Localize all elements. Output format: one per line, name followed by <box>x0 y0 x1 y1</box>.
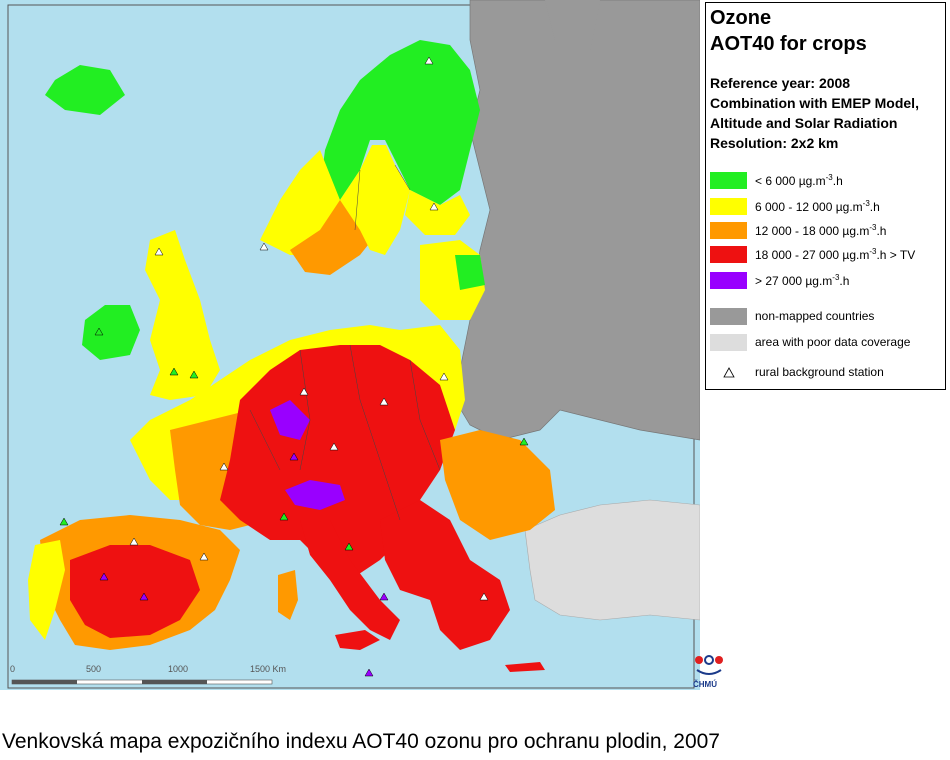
legend-info-1: Reference year: 2008 <box>710 75 851 91</box>
scale-bar: 0 500 1000 1500 Km <box>10 664 286 685</box>
station-marker <box>279 512 289 521</box>
region-yellow-scandinavia <box>260 150 340 255</box>
non-mapped-east <box>454 0 700 441</box>
region-green-scandinavia <box>320 40 480 205</box>
region-red-crete <box>505 662 545 672</box>
legend-class-label: > 27 000 µg.m-3.h <box>755 273 850 288</box>
legend-title-1: Ozone <box>710 7 772 29</box>
poor-coverage-turkey <box>524 499 700 621</box>
legend-class-label: 18 000 - 27 000 µg.m-3.h > TV <box>755 247 916 262</box>
legend-swatch <box>710 172 747 189</box>
station-marker <box>519 437 529 446</box>
station-marker <box>299 387 309 396</box>
scale-tick-1500: 1500 Km <box>250 664 286 674</box>
station-icon <box>723 367 735 378</box>
stations-purple <box>99 452 389 677</box>
logo-text: ČHMÚ <box>693 680 717 689</box>
station-marker <box>289 452 299 461</box>
caption: Venkovská mapa expozičního indexu AOT40 … <box>2 730 720 753</box>
station-marker <box>59 517 69 526</box>
stations-open <box>129 56 489 601</box>
legend-swatch <box>710 222 747 239</box>
legend-other-label: area with poor data coverage <box>755 335 911 349</box>
station-marker <box>329 442 339 451</box>
non-mapped-north <box>545 0 600 60</box>
legend-info-3: Altitude and Solar Radiation <box>710 115 898 131</box>
station-marker <box>259 242 269 251</box>
region-red-sicily <box>335 630 380 650</box>
legend-other-label: non-mapped countries <box>755 309 875 323</box>
ozone-map: 0 500 1000 1500 Km <box>0 0 700 690</box>
legend-swatch <box>710 334 747 351</box>
station-marker <box>169 367 179 376</box>
legend-station: rural background station <box>710 364 884 382</box>
station-marker <box>379 397 389 406</box>
legend-class-label: 12 000 - 18 000 µg.m-3.h <box>755 223 887 238</box>
scale-tick-1000: 1000 <box>168 664 188 674</box>
legend-swatch <box>710 246 747 263</box>
legend-swatch <box>710 198 747 215</box>
station-marker <box>129 537 139 546</box>
station-marker <box>479 592 489 601</box>
region-green-ireland <box>82 305 140 360</box>
legend-class-label: 6 000 - 12 000 µg.m-3.h <box>755 199 880 214</box>
region-yellow-uk <box>145 230 220 400</box>
station-marker <box>379 592 389 601</box>
station-marker <box>219 462 229 471</box>
legend-info-2: Combination with EMEP Model, <box>710 95 919 111</box>
region-red-spain <box>70 545 200 638</box>
scale-tick-0: 0 <box>10 664 15 674</box>
region-yellow-finland <box>405 190 470 235</box>
station-marker <box>429 202 439 211</box>
region-yellow-sweden <box>340 145 410 255</box>
station-marker <box>364 668 374 677</box>
legend-swatch <box>710 308 747 325</box>
station-marker <box>439 372 449 381</box>
region-purple-alps <box>270 400 310 440</box>
station-marker <box>94 327 104 336</box>
station-marker <box>199 552 209 561</box>
region-yellow-portugal <box>28 540 65 640</box>
station-marker <box>344 542 354 551</box>
region-orange-romania <box>440 430 555 540</box>
chmu-logo <box>695 655 723 675</box>
station-marker <box>154 247 164 256</box>
station-marker <box>139 592 149 601</box>
region-purple-po <box>285 480 345 510</box>
station-marker <box>99 572 109 581</box>
legend-title-2: AOT40 for crops <box>710 33 867 55</box>
legend: Ozone AOT40 for crops Reference year: 20… <box>705 2 946 390</box>
stations <box>59 327 529 551</box>
scale-tick-500: 500 <box>86 664 101 674</box>
legend-station-label: rural background station <box>755 365 884 379</box>
legend-class-label: < 6 000 µg.m-3.h <box>755 173 843 188</box>
region-red-italy <box>300 520 400 640</box>
station-marker <box>189 370 199 379</box>
country-borders <box>249 164 441 521</box>
region-orange-sardinia <box>278 570 298 620</box>
legend-swatch <box>710 272 747 289</box>
region-green-iceland <box>45 65 125 115</box>
station-marker <box>424 56 434 65</box>
legend-info-4: Resolution: 2x2 km <box>710 135 839 151</box>
region-green-baltics <box>455 255 485 290</box>
region-red-balkans <box>380 500 510 650</box>
